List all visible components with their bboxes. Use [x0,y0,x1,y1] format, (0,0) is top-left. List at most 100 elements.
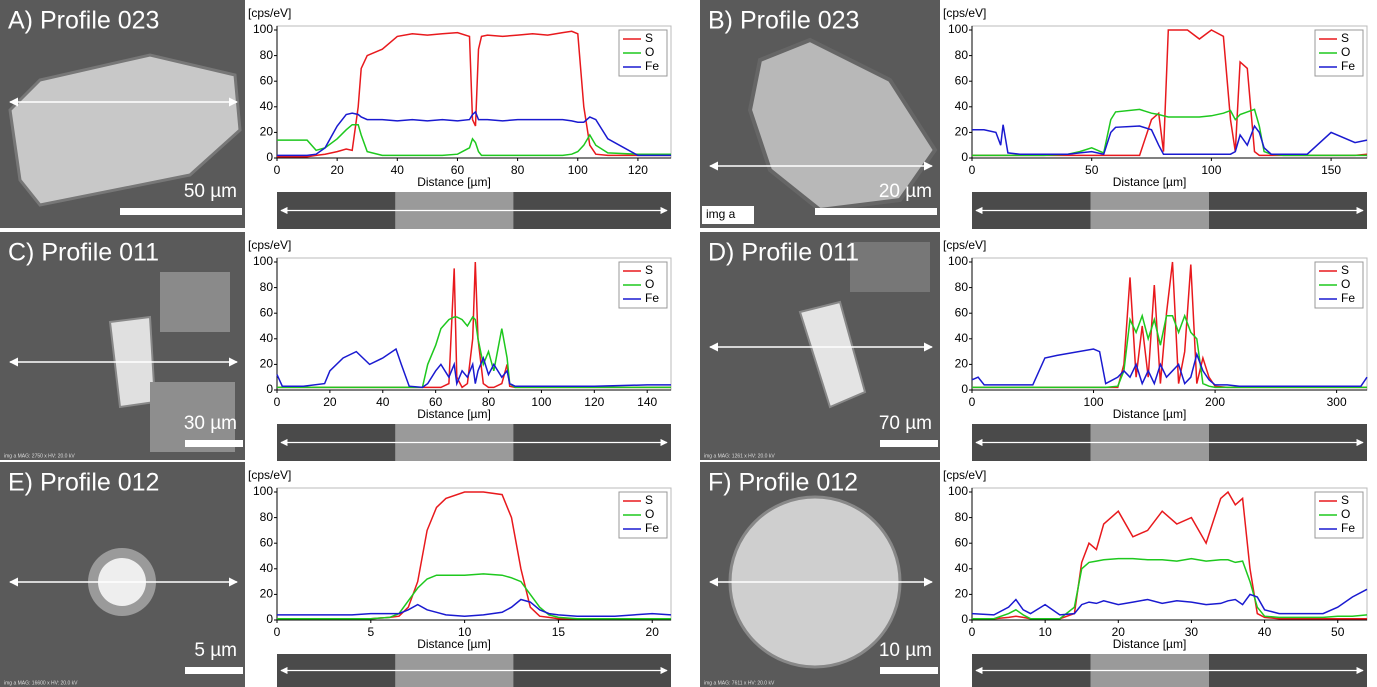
y-axis-label: [cps/eV] [248,6,291,20]
x-tick-label: 30 [1185,625,1199,639]
y-axis-label: [cps/eV] [943,468,986,482]
x-tick-label: 50 [1085,163,1099,177]
y-tick-label: 40 [260,331,274,345]
profile-line [277,574,671,619]
y-tick-label: 60 [260,535,274,549]
x-axis-label: Distance [µm] [417,407,491,421]
grain [850,242,930,292]
plot-frame [972,488,1367,620]
y-tick-label: 20 [955,357,969,371]
legend-label: Fe [645,59,659,73]
x-tick-label: 40 [391,163,405,177]
legend-label: O [1341,277,1350,291]
y-tick-label: 0 [266,382,273,396]
legend-label: O [645,507,654,521]
image-caption: img a MAG: 2750 x HV: 20.0 kV [4,453,75,459]
y-tick-label: 80 [260,280,274,294]
y-tick-label: 60 [955,535,969,549]
profile-line [277,600,671,617]
x-tick-label: 140 [637,395,657,409]
plot-frame [972,26,1367,158]
legend-label: S [1341,263,1349,277]
x-tick-label: 50 [1331,625,1345,639]
x-tick-label: 20 [646,625,660,639]
x-axis-label: Distance [µm] [417,637,491,651]
x-tick-label: 100 [531,395,551,409]
y-tick-label: 60 [260,305,274,319]
profile-line [972,559,1367,619]
x-tick-label: 0 [274,625,281,639]
x-tick-label: 100 [1201,163,1221,177]
legend-label: S [645,493,653,507]
y-tick-label: 80 [955,510,969,524]
legend-label: S [1341,493,1349,507]
legend-label: O [1341,45,1350,59]
plot-frame [277,488,671,620]
y-tick-label: 60 [260,73,274,87]
panel-label: D) Profile 011 [708,239,859,267]
scale-bar-label: 5 µm [194,640,237,661]
y-tick-label: 60 [955,73,969,87]
legend-label: S [645,263,653,277]
profile-line [972,109,1367,155]
x-tick-label: 120 [584,395,604,409]
y-tick-label: 40 [260,561,274,575]
y-tick-label: 40 [955,99,969,113]
y-tick-label: 20 [260,357,274,371]
panel-label: C) Profile 011 [8,239,159,267]
scale-bar [815,208,937,215]
plot-frame [972,258,1367,390]
panel-label: A) Profile 023 [8,7,159,35]
x-tick-label: 100 [1084,395,1104,409]
legend-label: S [645,31,653,45]
x-axis-label: Distance [µm] [417,175,491,189]
profile-line [277,349,671,387]
y-tick-label: 80 [955,48,969,62]
legend-label: Fe [1341,59,1355,73]
scale-bar [120,208,242,215]
y-axis-label: [cps/eV] [943,238,986,252]
x-tick-label: 5 [367,625,374,639]
x-tick-label: 20 [323,395,337,409]
legend-label: Fe [645,521,659,535]
x-tick-label: 0 [969,395,976,409]
x-tick-label: 80 [511,163,525,177]
y-tick-label: 60 [955,305,969,319]
scale-bar [185,667,243,674]
y-tick-label: 20 [955,587,969,601]
y-tick-label: 0 [961,612,968,626]
legend-label: S [1341,31,1349,45]
profile-line [972,30,1367,155]
legend-label: Fe [1341,521,1355,535]
x-tick-label: 0 [969,163,976,177]
legend-label: O [1341,507,1350,521]
x-tick-label: 15 [552,625,566,639]
profile-line [972,589,1367,615]
y-tick-label: 80 [260,510,274,524]
figure: A) Profile 02350 µm[cps/eV]0204060801000… [0,0,1377,687]
x-tick-label: 20 [330,163,344,177]
scale-bar [880,440,938,447]
y-axis-label: [cps/eV] [248,468,291,482]
panel-label: F) Profile 012 [708,469,858,497]
scale-bar-label: 70 µm [879,413,932,434]
x-tick-label: 10 [1038,625,1052,639]
y-tick-label: 100 [253,22,273,36]
panel-label: E) Profile 012 [8,469,159,497]
x-tick-label: 150 [1321,163,1341,177]
profile-line [972,125,1367,155]
profile-line [972,349,1367,386]
caption-label: img a [706,207,736,221]
scale-bar-label: 10 µm [879,640,932,661]
x-tick-label: 40 [1258,625,1272,639]
y-tick-label: 100 [948,254,968,268]
x-tick-label: 100 [568,163,588,177]
y-axis-label: [cps/eV] [248,238,291,252]
x-axis-label: Distance [µm] [1113,175,1187,189]
y-tick-label: 80 [955,280,969,294]
x-axis-label: Distance [µm] [1113,637,1187,651]
y-axis-label: [cps/eV] [943,6,986,20]
profile-line [277,31,671,156]
legend-label: Fe [645,291,659,305]
x-tick-label: 40 [376,395,390,409]
